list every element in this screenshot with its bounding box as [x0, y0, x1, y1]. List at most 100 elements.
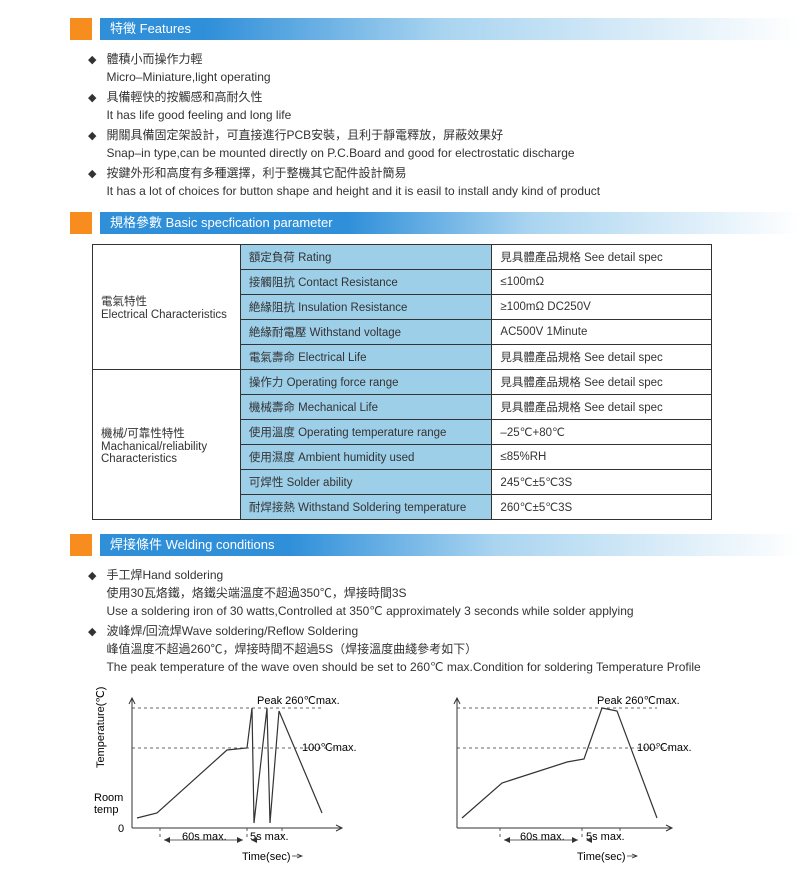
param-cell: 可焊性 Solder ability — [240, 470, 492, 495]
diamond-bullet-icon: ◆ — [88, 128, 96, 145]
param-cell: 操作力 Operating force range — [240, 370, 492, 395]
y-axis-label: Temperature(℃) — [95, 687, 107, 768]
diamond-bullet-icon: ◆ — [88, 90, 96, 107]
temperature-curve — [137, 708, 322, 823]
feature-cn: 具備輕快的按觸感和高耐久性 — [106, 88, 728, 106]
welding-en: Use a soldering iron of 30 watts,Control… — [106, 602, 728, 620]
section-header-features: 特徵 Features — [70, 18, 800, 40]
value-cell: 見具體產品規格 See detail spec — [492, 395, 712, 420]
orange-accent — [70, 534, 92, 556]
dashed-guides — [457, 708, 672, 840]
orange-accent — [70, 18, 92, 40]
category-en: Machanical/reliability Characteristics — [101, 441, 232, 465]
value-cell: 見具體產品規格 See detail spec — [492, 370, 712, 395]
features-list: ◆ 體積小而操作力輕Micro–Miniature,light operating… — [88, 50, 728, 200]
param-cell: 絶緣耐電壓 Withstand voltage — [240, 320, 492, 345]
section-title-features: 特徵 Features — [100, 18, 205, 40]
value-cell: –25℃+80℃ — [492, 420, 712, 445]
feature-item: ◆ 開關具備固定架設計，可直接進行PCB安裝，且利于靜電釋放，屏蔽效果好Snap–… — [88, 126, 728, 162]
x-60-label: 60s max. — [520, 831, 565, 843]
feature-en: Micro–Miniature,light operating — [106, 68, 728, 86]
diamond-bullet-icon: ◆ — [88, 166, 96, 183]
feature-cn: 開關具備固定架設計，可直接進行PCB安裝，且利于靜電釋放，屏蔽效果好 — [106, 126, 728, 144]
value-cell: AC500V 1Minute — [492, 320, 712, 345]
feature-cn: 體積小而操作力輕 — [106, 50, 728, 68]
param-cell: 接觸阻抗 Contact Resistance — [240, 270, 492, 295]
orange-accent — [70, 212, 92, 234]
temperature-profile-chart-1: Temperature(℃) Time(sec) Peak 260℃max. 1… — [92, 688, 372, 863]
title-en: Features — [140, 21, 191, 36]
feature-en: It has life good feeling and long life — [106, 106, 728, 124]
param-cell: 使用濕度 Ambient humidity used — [240, 445, 492, 470]
value-cell: 260℃±5℃3S — [492, 495, 712, 520]
welding-item: ◆ 手工焊Hand soldering使用30瓦烙鐵，烙鐵尖端溫度不超過350℃，… — [88, 566, 728, 620]
feature-item: ◆ 按鍵外形和高度有多種選擇，利于整機其它配件設計簡易It has a lot o… — [88, 164, 728, 200]
charts-row: Temperature(℃) Time(sec) Peak 260℃max. 1… — [92, 688, 800, 863]
title-cn: 特徵 — [110, 21, 136, 36]
room-label-2: temp — [94, 804, 118, 816]
welding-text: 波峰焊/回流焊Wave soldering/Reflow Soldering峰值… — [106, 622, 728, 676]
header-fade — [347, 212, 800, 234]
value-cell: 245℃±5℃3S — [492, 470, 712, 495]
section-header-spec: 規格參數 Basic specfication parameter — [70, 212, 800, 234]
table-row: 機械/可靠性特性Machanical/reliability Character… — [93, 370, 712, 395]
title-cn: 規格參數 — [110, 215, 162, 230]
mid-label: 100℃max. — [302, 742, 357, 754]
title-en: Basic specfication parameter — [166, 215, 333, 230]
axes — [129, 698, 342, 831]
room-label-1: Room — [94, 792, 123, 804]
diamond-bullet-icon: ◆ — [88, 568, 96, 585]
section-header-welding: 焊接條件 Welding conditions — [70, 534, 800, 556]
param-cell: 額定負荷 Rating — [240, 245, 492, 270]
feature-text: 開關具備固定架設計，可直接進行PCB安裝，且利于靜電釋放，屏蔽效果好Snap–i… — [106, 126, 728, 162]
feature-text: 體積小而操作力輕Micro–Miniature,light operating — [106, 50, 728, 86]
feature-cn: 按鍵外形和高度有多種選擇，利于整機其它配件設計簡易 — [106, 164, 728, 182]
welding-list: ◆ 手工焊Hand soldering使用30瓦烙鐵，烙鐵尖端溫度不超過350℃，… — [88, 566, 728, 676]
temperature-curve — [462, 708, 657, 818]
diamond-bullet-icon: ◆ — [88, 624, 96, 641]
param-cell: 耐焊接熱 Withstand Soldering temperature — [240, 495, 492, 520]
mid-label: 100℃max. — [637, 742, 692, 754]
feature-en: It has a lot of choices for button shape… — [106, 182, 728, 200]
axes — [454, 698, 672, 831]
feature-item: ◆ 體積小而操作力輕Micro–Miniature,light operating — [88, 50, 728, 86]
table-row: 電氣特性Electrical Characteristics額定負荷 Ratin… — [93, 245, 712, 270]
dashed-guides — [132, 708, 338, 840]
x-axis-label: Time(sec) — [577, 851, 625, 863]
title-cn: 焊接條件 — [110, 537, 162, 552]
value-cell: 見具體產品規格 See detail spec — [492, 345, 712, 370]
feature-en: Snap–in type,can be mounted directly on … — [106, 144, 728, 162]
temperature-profile-chart-2: Peak 260℃max. 100℃max. 60s max. 5s max. … — [432, 688, 712, 863]
welding-en: The peak temperature of the wave oven sh… — [106, 658, 728, 676]
welding-item: ◆ 波峰焊/回流焊Wave soldering/Reflow Soldering峰… — [88, 622, 728, 676]
value-cell: ≥100mΩ DC250V — [492, 295, 712, 320]
welding-cn: 使用30瓦烙鐵，烙鐵尖端溫度不超過350℃，焊接時間3S — [106, 584, 728, 602]
welding-title: 手工焊Hand soldering — [106, 566, 728, 584]
section-title-spec: 規格參數 Basic specfication parameter — [100, 212, 347, 234]
category-cn: 機械/可靠性特性 — [101, 425, 232, 441]
value-cell: 見具體產品規格 See detail spec — [492, 245, 712, 270]
feature-text: 按鍵外形和高度有多種選擇，利于整機其它配件設計簡易It has a lot of… — [106, 164, 728, 200]
zero-label: 0 — [118, 823, 124, 835]
category-cell: 機械/可靠性特性Machanical/reliability Character… — [93, 370, 241, 520]
welding-text: 手工焊Hand soldering使用30瓦烙鐵，烙鐵尖端溫度不超過350℃，焊… — [106, 566, 728, 620]
feature-item: ◆ 具備輕快的按觸感和高耐久性It has life good feeling a… — [88, 88, 728, 124]
category-cn: 電氣特性 — [101, 293, 232, 309]
welding-cn: 峰值溫度不超過260℃，焊接時間不超過5S（焊接溫度曲綫參考如下） — [106, 640, 728, 658]
x-60-label: 60s max. — [182, 831, 227, 843]
param-cell: 電氣壽命 Electrical Life — [240, 345, 492, 370]
title-en: Welding conditions — [166, 537, 275, 552]
peak-label: Peak 260℃max. — [597, 695, 680, 707]
feature-text: 具備輕快的按觸感和高耐久性It has life good feeling an… — [106, 88, 728, 124]
section-title-welding: 焊接條件 Welding conditions — [100, 534, 289, 556]
value-cell: ≤85%RH — [492, 445, 712, 470]
param-cell: 絶緣阻抗 Insulation Resistance — [240, 295, 492, 320]
value-cell: ≤100mΩ — [492, 270, 712, 295]
diamond-bullet-icon: ◆ — [88, 52, 96, 69]
param-cell: 機械壽命 Mechanical Life — [240, 395, 492, 420]
category-cell: 電氣特性Electrical Characteristics — [93, 245, 241, 370]
category-en: Electrical Characteristics — [101, 309, 232, 321]
x-axis-label: Time(sec) — [242, 851, 290, 863]
param-cell: 使用溫度 Operating temperature range — [240, 420, 492, 445]
header-fade — [205, 18, 800, 40]
